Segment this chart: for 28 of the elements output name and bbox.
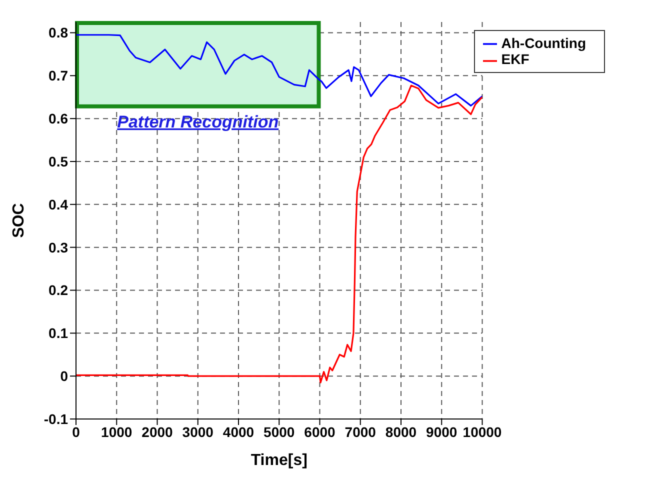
x-tick-label: 5000 — [264, 424, 295, 440]
y-tick-label: -0.1 — [44, 410, 68, 427]
y-tick-label: 0.8 — [48, 24, 68, 41]
band-label: Pattern Recognition — [117, 112, 279, 132]
y-tick-label: 0.6 — [48, 110, 68, 127]
x-tick-label: 8000 — [385, 424, 417, 440]
x-tick-label: 9000 — [426, 424, 458, 440]
x-tick-label: 4000 — [222, 424, 254, 440]
x-tick-label: 6000 — [304, 424, 336, 440]
x-tick-label: 7000 — [344, 424, 376, 440]
y-tick-label: 0.7 — [48, 68, 68, 84]
y-tick-label: 0.2 — [48, 282, 68, 298]
y-tick-label: 0 — [60, 368, 68, 384]
y-tick-label: 0.3 — [48, 239, 68, 256]
line-series — [76, 34, 482, 106]
legend-label: Ah-Counting — [501, 35, 586, 51]
line-series — [76, 84, 482, 384]
x-tick-label: 1000 — [101, 424, 132, 440]
y-axis-title: SOC — [10, 202, 28, 238]
y-tick-label: 0.4 — [48, 196, 68, 212]
x-tick-label: 10000 — [462, 424, 502, 440]
x-tick-label: 2000 — [142, 424, 174, 440]
x-axis-title: Time[s] — [250, 452, 308, 469]
x-tick-label: 3000 — [182, 424, 214, 440]
legend-label: EKF — [501, 51, 530, 68]
x-tick-label: 0 — [72, 424, 80, 440]
y-tick-label: 0.1 — [48, 325, 68, 342]
y-tick-label: 0.5 — [48, 153, 68, 170]
